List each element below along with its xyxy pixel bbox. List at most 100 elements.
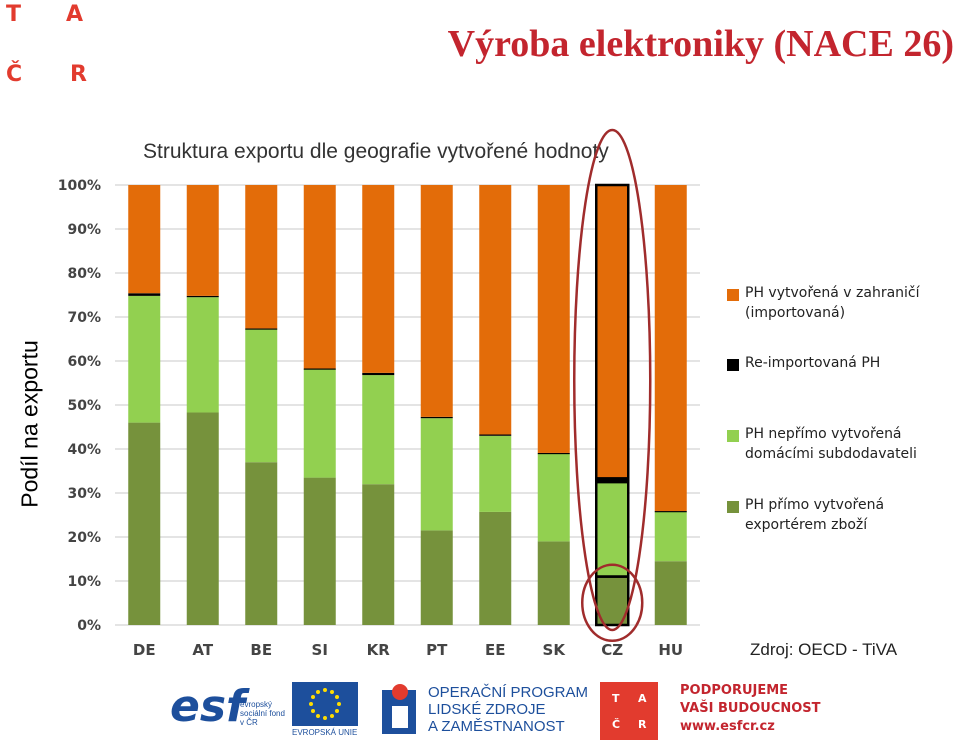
bar-segment-kr: [362, 375, 395, 485]
tacr-small-c: Č: [612, 718, 621, 731]
op-line-3: A ZAMĚSTNANOST: [428, 718, 565, 735]
op-people-icon: [382, 684, 420, 736]
logo-letter-t: T: [6, 2, 22, 27]
legend-label-direct: PH přímo vytvořená exportérem zboží: [745, 497, 885, 533]
y-tick-label: 0%: [77, 618, 101, 634]
bar-segment-pt: [420, 416, 453, 419]
bar-segment-at: [186, 412, 219, 625]
bar-segment-kr: [362, 372, 395, 376]
eu-label: EVROPSKÁ UNIE: [292, 728, 358, 737]
bar-segment-hu: [654, 185, 687, 512]
bar-segment-sk: [537, 452, 570, 455]
y-tick-label: 40%: [67, 442, 101, 458]
bar-segment-si: [303, 368, 336, 370]
esf-logo: esf evropský sociální fond v ČR: [170, 681, 285, 738]
bar-segment-si: [303, 477, 336, 625]
legend-swatch-imported: [727, 289, 739, 301]
logo-letter-a: A: [66, 2, 84, 27]
x-tick-label: EE: [485, 641, 506, 659]
y-tick-label: 10%: [67, 574, 101, 590]
y-tick-label: 60%: [67, 354, 101, 370]
bar-segment-sk: [537, 541, 570, 625]
x-tick-label: CZ: [601, 641, 623, 659]
bar-segment-at: [186, 297, 219, 413]
x-tick-label: BE: [250, 641, 272, 659]
bar-segment-ee: [479, 511, 512, 625]
highlight-ellipse-small: [581, 563, 644, 643]
logo-letter-c: Č: [6, 62, 23, 87]
bar-segment-kr: [362, 185, 395, 373]
esf-logo-caption: evropský sociální fond v ČR: [240, 700, 285, 727]
x-tick-label: KR: [367, 641, 391, 659]
logo-letter-r: R: [70, 62, 87, 87]
y-tick-label: 90%: [67, 222, 101, 238]
bar-segment-cz: [596, 478, 629, 482]
x-tick-label: HU: [658, 641, 683, 659]
bar-segment-at: [186, 185, 219, 296]
support-line-2: VAŠI BUDOUCNOST: [680, 701, 821, 716]
highlight-segment-outline: [595, 183, 630, 480]
tacr-small-r: R: [638, 718, 647, 731]
bar-segment-pt: [420, 418, 453, 531]
bar-segment-ee: [479, 185, 512, 435]
bar-segment-de: [128, 293, 161, 296]
bar-segment-hu: [654, 561, 687, 625]
bar-segment-sk: [537, 453, 570, 542]
bar-segment-hu: [654, 511, 687, 513]
bar-segment-cz: [596, 576, 629, 625]
bar-segment-ee: [479, 435, 512, 512]
bar-segment-be: [245, 328, 278, 330]
bar-segment-pt: [420, 185, 453, 417]
bar-segment-pt: [420, 530, 453, 625]
bar-segment-hu: [654, 511, 687, 562]
esf-logo-text: esf: [170, 681, 246, 732]
bar-segment-cz: [596, 482, 629, 577]
op-program-text: OPERAČNÍ PROGRAM LIDSKÉ ZDROJE A ZAMĚSTN…: [428, 684, 588, 735]
bar-segment-de: [128, 185, 161, 294]
x-tick-label: PT: [426, 641, 448, 659]
tacr-small-t: T: [612, 692, 620, 705]
x-tick-label: AT: [192, 641, 213, 659]
tacr-logo: T A Č R: [4, 2, 96, 94]
support-line-3: www.esfcr.cz: [680, 719, 775, 734]
legend-label-imported: PH vytvořená v zahraničí (importovaná): [745, 285, 920, 321]
bar-segment-be: [245, 462, 278, 625]
bar-segment-be: [245, 185, 278, 329]
bar-segment-ee: [479, 434, 512, 436]
support-text: PODPORUJEME VAŠI BUDOUCNOST www.esfcr.cz: [680, 682, 821, 736]
y-tick-label: 80%: [67, 266, 101, 282]
bar-segment-kr: [362, 484, 395, 625]
bar-segment-at: [186, 295, 219, 298]
op-line-2: LIDSKÉ ZDROJE: [428, 701, 546, 718]
y-tick-label: 20%: [67, 530, 101, 546]
y-tick-label: 70%: [67, 310, 101, 326]
legend-label-reimported: Re-importovaná PH: [745, 355, 881, 371]
eu-flag-icon: [292, 682, 358, 726]
y-tick-label: 30%: [67, 486, 101, 502]
page-title: Výroba elektroniky (NACE 26): [447, 23, 954, 65]
tacr-small-a: A: [638, 692, 647, 705]
highlight-ellipse-large: [573, 128, 652, 632]
bar-segment-de: [128, 422, 161, 625]
legend-label-indirect: PH nepřímo vytvořená domácími subdodavat…: [745, 426, 917, 462]
support-line-1: PODPORUJEME: [680, 683, 789, 698]
legend-swatch-reimported: [727, 359, 739, 371]
bar-segment-si: [303, 185, 336, 369]
footer-logos: esf evropský sociální fond v ČR EVROPSKÁ…: [0, 676, 960, 742]
chart-subtitle: Struktura exportu dle geografie vytvořen…: [143, 140, 609, 163]
legend-swatch-indirect: [727, 430, 739, 442]
source-note: Zdroj: OECD - TiVA: [750, 640, 898, 659]
bar-segment-cz: [596, 185, 629, 479]
bar-segment-sk: [537, 185, 570, 453]
bar-segment-si: [303, 368, 336, 478]
tacr-small-logo: T A Č R: [600, 682, 658, 740]
bar-segment-de: [128, 295, 161, 423]
x-tick-label: SK: [543, 641, 567, 659]
y-tick-label: 50%: [67, 398, 101, 414]
x-tick-label: DE: [133, 641, 156, 659]
op-line-1: OPERAČNÍ PROGRAM: [428, 684, 589, 701]
legend-swatch-direct: [727, 501, 739, 513]
bar-segment-be: [245, 329, 278, 463]
y-tick-label: 100%: [58, 178, 101, 194]
